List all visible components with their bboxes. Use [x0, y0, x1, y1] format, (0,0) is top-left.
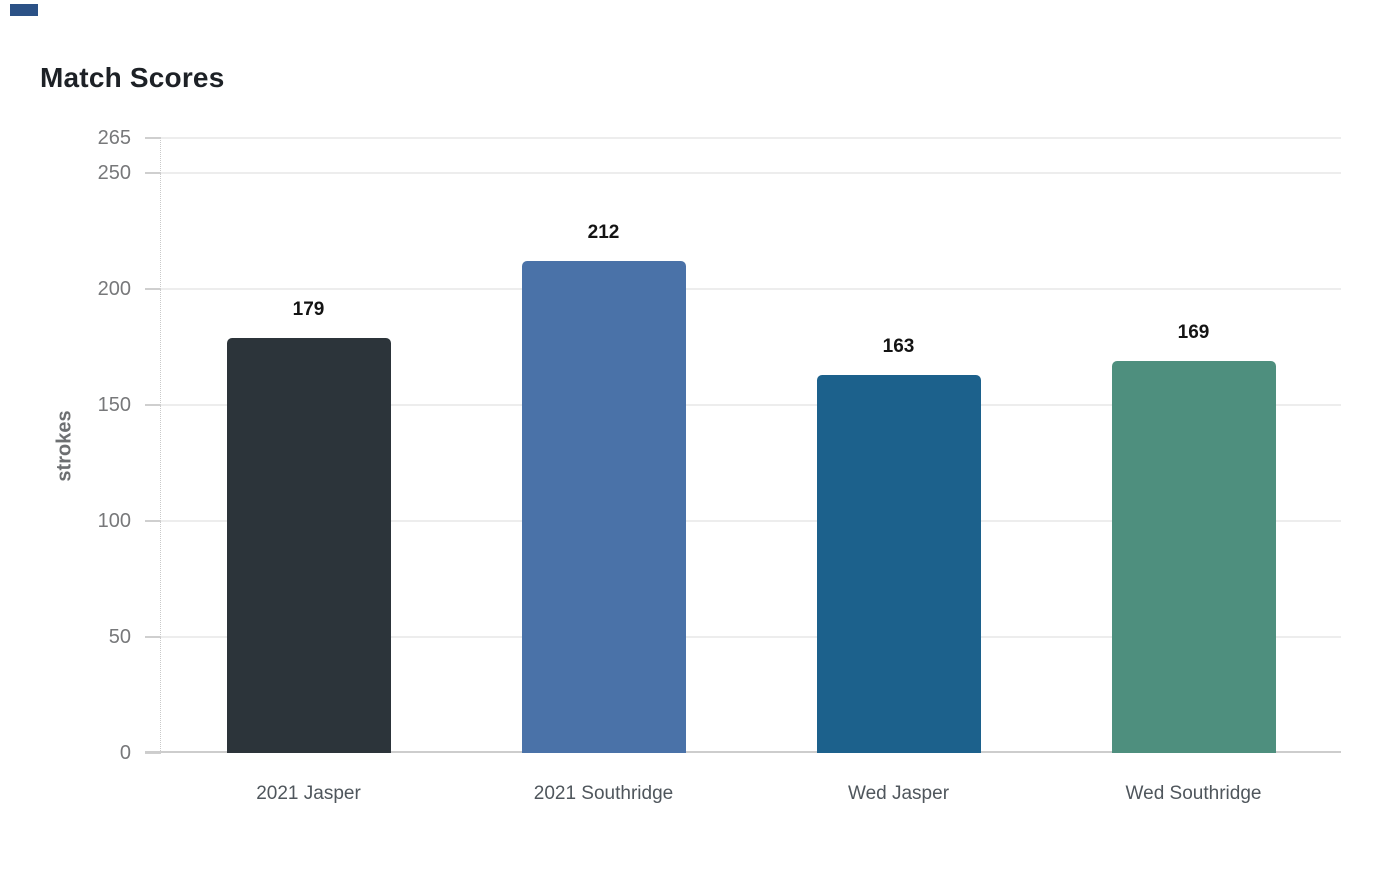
- bar-wed-southridge: [1111, 361, 1276, 753]
- y-tick-label-100: 100: [97, 509, 131, 532]
- bar-wed-jasper: [816, 375, 981, 753]
- y-tick-mark-250: [145, 171, 161, 174]
- y-tick-mark-50: [145, 635, 161, 638]
- bar-2021-southridge: [521, 261, 686, 753]
- x-category-label: Wed Southridge: [1125, 783, 1262, 804]
- y-axis-label: strokes: [53, 410, 76, 482]
- y-tick-mark-200: [145, 287, 161, 290]
- plot-area: 0 50 100 150 200 250 265 179 2021 Jasper 212 2021 …: [98, 127, 1341, 804]
- y-tick-label-265: 265: [97, 127, 131, 149]
- y-tick-label-50: 50: [108, 625, 131, 648]
- y-tick-label-200: 200: [97, 277, 131, 300]
- bar-value-label: 163: [882, 336, 915, 357]
- y-tick-label-250: 250: [97, 161, 131, 184]
- y-tick-mark-150: [145, 403, 161, 406]
- gridline-y-250: [161, 171, 1341, 174]
- bar-value-label: 179: [292, 299, 325, 320]
- y-tick-label-0: 0: [119, 742, 131, 764]
- gridline-y-150: [161, 403, 1341, 406]
- y-tick-mark-100: [145, 519, 161, 522]
- y-tick-mark-0: [145, 752, 161, 754]
- gridline-y-100: [161, 519, 1341, 522]
- y-tick-label-150: 150: [97, 393, 131, 416]
- top-left-accent-mark: [10, 4, 38, 16]
- x-axis-line: [145, 751, 1341, 753]
- x-category-label: 2021 Southridge: [533, 783, 674, 804]
- chart-title: Match Scores: [40, 62, 225, 93]
- gridline-y-200: [161, 287, 1341, 290]
- gridline-y-50: [161, 635, 1341, 638]
- gridline-y-265: [161, 137, 1341, 139]
- x-category-label: Wed Jasper: [847, 783, 950, 804]
- bar-value-label: 212: [587, 222, 620, 243]
- bar-value-label: 169: [1177, 322, 1210, 343]
- y-tick-mark-265: [145, 137, 161, 139]
- bar-2021-jasper: [226, 338, 391, 753]
- x-category-label: 2021 Jasper: [256, 783, 361, 804]
